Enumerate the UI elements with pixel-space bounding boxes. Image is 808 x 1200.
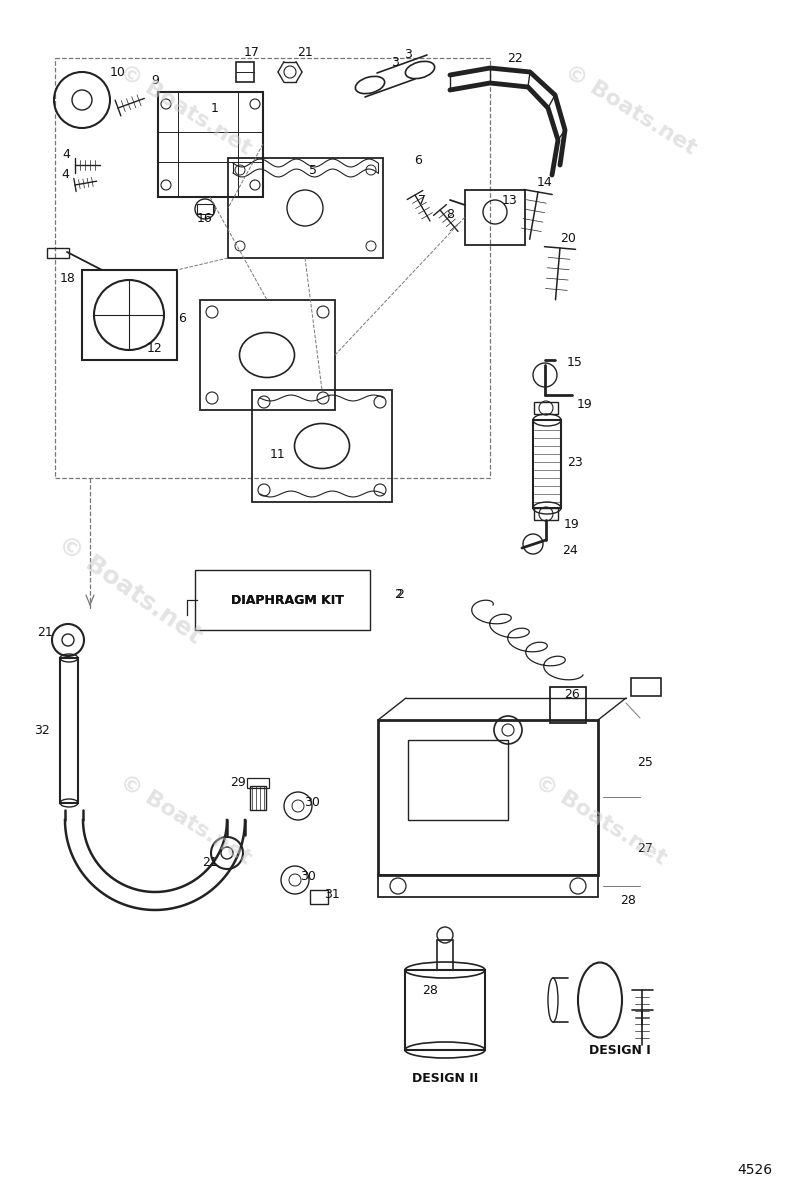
Text: 24: 24: [562, 544, 578, 557]
Text: 30: 30: [304, 796, 320, 809]
Bar: [534, 508, 558, 520]
Text: 6: 6: [414, 154, 422, 167]
Text: 32: 32: [34, 724, 50, 737]
Text: 10: 10: [110, 66, 126, 78]
Bar: [533, 420, 561, 508]
Text: 7: 7: [418, 193, 426, 206]
Text: 21: 21: [297, 46, 313, 59]
Text: 21: 21: [202, 856, 218, 869]
Text: 14: 14: [537, 175, 553, 188]
Bar: [534, 402, 558, 414]
Bar: [250, 786, 266, 810]
Text: 2: 2: [394, 588, 402, 601]
Text: © Boats.net: © Boats.net: [116, 61, 255, 158]
Text: 17: 17: [244, 46, 260, 59]
Text: 19: 19: [564, 518, 580, 532]
Text: 4526: 4526: [738, 1163, 772, 1177]
Bar: [252, 390, 392, 502]
Text: 28: 28: [422, 984, 438, 996]
Text: 30: 30: [300, 870, 316, 883]
Text: 3: 3: [404, 48, 412, 61]
Bar: [405, 970, 485, 1050]
Bar: [310, 890, 328, 904]
Text: 22: 22: [507, 52, 523, 65]
Text: DIAPHRAGM KIT: DIAPHRAGM KIT: [230, 594, 343, 606]
Text: 3: 3: [391, 55, 399, 68]
Text: © Boats.net: © Boats.net: [116, 772, 255, 869]
Text: 1: 1: [211, 102, 219, 114]
Bar: [236, 62, 254, 82]
Text: DESIGN II: DESIGN II: [412, 1072, 478, 1085]
Text: DESIGN I: DESIGN I: [589, 1044, 651, 1056]
Bar: [378, 875, 598, 898]
Text: 16: 16: [197, 211, 213, 224]
Bar: [247, 778, 269, 788]
Text: 28: 28: [620, 894, 636, 906]
Text: 25: 25: [637, 756, 653, 768]
Text: 6: 6: [178, 312, 186, 324]
Bar: [60, 658, 78, 803]
Text: © Boats.net: © Boats.net: [53, 532, 207, 649]
Text: DIAPHRAGM KIT: DIAPHRAGM KIT: [230, 594, 343, 606]
Text: 19: 19: [577, 398, 593, 412]
Text: 9: 9: [151, 73, 159, 86]
Bar: [195, 570, 370, 630]
Text: 23: 23: [567, 456, 583, 468]
Text: 4: 4: [61, 168, 69, 181]
Bar: [82, 270, 177, 360]
Text: 26: 26: [564, 689, 580, 702]
Bar: [437, 940, 453, 970]
Bar: [631, 678, 661, 696]
Text: 15: 15: [567, 355, 583, 368]
Bar: [197, 204, 213, 214]
Text: 20: 20: [560, 232, 576, 245]
Text: 21: 21: [37, 625, 53, 638]
Text: 2: 2: [396, 588, 404, 601]
Bar: [228, 158, 383, 258]
Bar: [158, 92, 263, 197]
Text: 5: 5: [309, 163, 317, 176]
Bar: [408, 740, 508, 820]
Text: 12: 12: [147, 342, 163, 354]
Bar: [55, 58, 490, 478]
Text: 8: 8: [446, 209, 454, 222]
Text: 29: 29: [230, 775, 246, 788]
Text: 27: 27: [637, 841, 653, 854]
Text: © Boats.net: © Boats.net: [561, 61, 700, 158]
Bar: [378, 720, 598, 875]
Text: 13: 13: [502, 193, 518, 206]
Text: 18: 18: [60, 271, 76, 284]
Text: 4: 4: [62, 149, 70, 162]
Bar: [200, 300, 335, 410]
Text: 11: 11: [270, 449, 286, 462]
Bar: [550, 686, 586, 722]
Bar: [47, 248, 69, 258]
Text: 31: 31: [324, 888, 340, 901]
Bar: [465, 190, 525, 245]
Text: © Boats.net: © Boats.net: [531, 772, 670, 869]
